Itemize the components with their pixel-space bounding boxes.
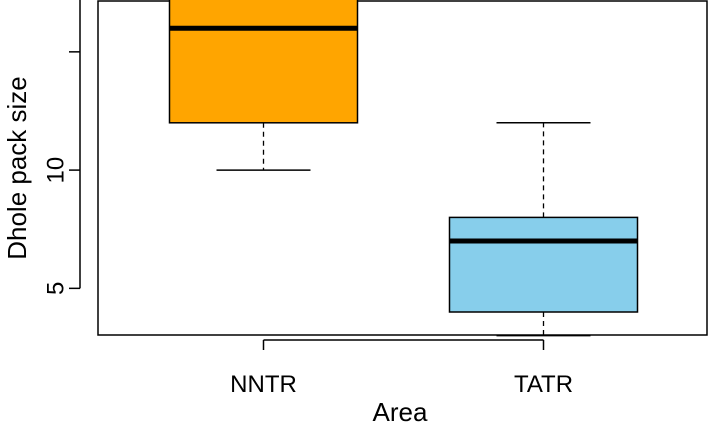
y-tick-label: 5: [43, 282, 70, 295]
plot-frame: [97, 0, 708, 336]
y-tick-label: 10: [43, 157, 70, 184]
iqr-box: [448, 216, 639, 313]
x-axis: NNTR TATR: [230, 339, 573, 398]
x-tick-label: TATR: [514, 371, 573, 398]
x-axis-label: Area: [373, 397, 428, 426]
y-axis: 51020: [43, 0, 81, 295]
box-nntr: [168, 0, 359, 171]
y-axis-label: Dhole pack size: [2, 76, 32, 260]
box-tatr: [448, 122, 639, 337]
iqr-box: [168, 0, 359, 124]
boxes-group: [168, 0, 639, 337]
x-tick-label: NNTR: [230, 371, 297, 398]
